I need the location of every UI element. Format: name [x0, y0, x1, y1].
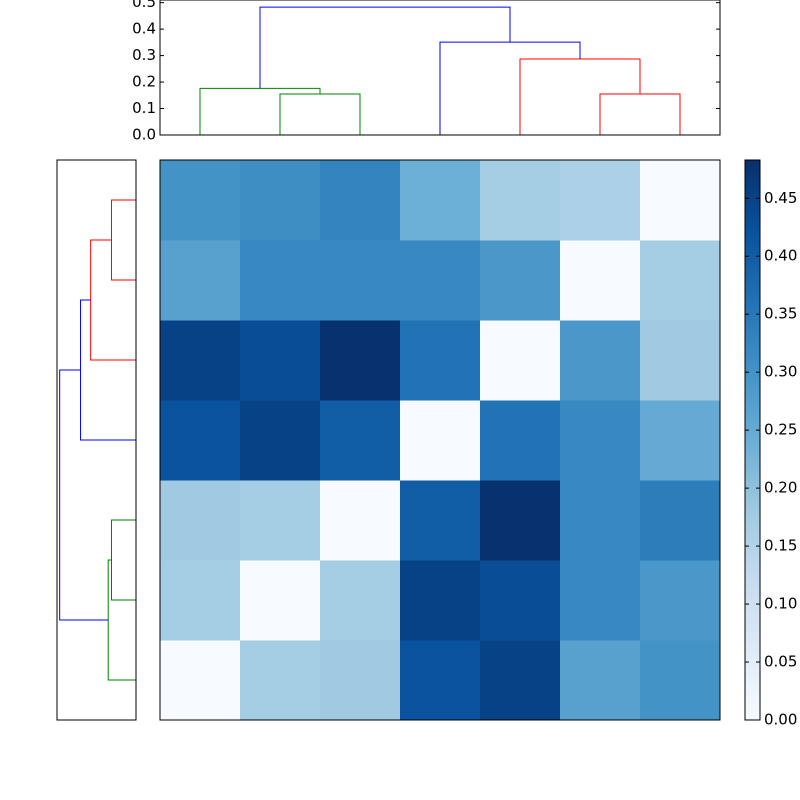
dendrogram-link [279, 93, 361, 135]
side-dendrogram-link [111, 199, 136, 281]
side-dendrogram-link [107, 559, 136, 681]
colorbar [744, 159, 761, 721]
heatmap-cell [240, 320, 321, 401]
heatmap-cell [160, 240, 241, 321]
heatmap-cell [160, 160, 241, 241]
y-tick-label: 0.5 [132, 0, 156, 11]
side-dendrogram-frame [56, 159, 137, 721]
heatmap-cell [640, 560, 721, 641]
heatmap-cell [560, 560, 641, 641]
heatmap-cell [320, 240, 401, 321]
heatmap-cell [640, 640, 721, 721]
heatmap-cell [320, 480, 401, 561]
heatmap-cell [400, 400, 481, 481]
heatmap-cell [240, 400, 321, 481]
heatmap-cell [400, 640, 481, 721]
y-tick-label: 0.0 [132, 126, 156, 144]
heatmap-cell [400, 160, 481, 241]
heatmap-cell [400, 560, 481, 641]
heatmap-cell [160, 480, 241, 561]
side-dendrogram-link [80, 299, 136, 441]
heatmap-cell [320, 640, 401, 721]
heatmap-cell [640, 320, 721, 401]
heatmap-cell [240, 240, 321, 321]
heatmap-cell [480, 640, 561, 721]
y-tick-label: 0.4 [132, 20, 156, 38]
heatmap-cell [640, 240, 721, 321]
heatmap-cell [240, 640, 321, 721]
heatmap-cell [640, 480, 721, 561]
heatmap-cell [240, 480, 321, 561]
heatmap-cell [160, 640, 241, 721]
heatmap-cell [160, 320, 241, 401]
colorbar-tick-label: 0.20 [764, 479, 797, 497]
heatmap-cell [160, 400, 241, 481]
dendrogram-link [439, 41, 581, 135]
heatmap-cell [400, 240, 481, 321]
heatmap-cell [640, 160, 721, 241]
dendrogram-link [199, 87, 321, 135]
heatmap-cell [320, 320, 401, 401]
heatmap-cell [480, 480, 561, 561]
heatmap-cell [240, 560, 321, 641]
dendrogram-link [519, 58, 641, 135]
heatmap-frame [159, 159, 721, 721]
colorbar-tick-label: 0.10 [764, 595, 797, 613]
heatmap-cell [560, 640, 641, 721]
dendrogram-link [599, 93, 681, 135]
top-dendrogram-frame [159, 0, 721, 136]
colorbar-tick-label: 0.00 [764, 711, 797, 729]
colorbar-tick-label: 0.30 [764, 363, 797, 381]
heatmap-cell [480, 160, 561, 241]
heatmap-cell [560, 400, 641, 481]
heatmap-cell [480, 400, 561, 481]
colorbar-tick-label: 0.25 [764, 421, 797, 439]
colorbar-tick-label: 0.40 [764, 247, 797, 265]
heatmap-cell [320, 160, 401, 241]
heatmap-cell [480, 240, 561, 321]
y-tick-label: 0.2 [132, 73, 156, 91]
side-dendrogram-link [59, 369, 109, 621]
colorbar-tick-label: 0.05 [764, 653, 797, 671]
heatmap-cell [560, 160, 641, 241]
heatmap-cell [560, 320, 641, 401]
heatmap-cell [560, 240, 641, 321]
heatmap-cell [560, 480, 641, 561]
y-tick-label: 0.1 [132, 99, 156, 117]
y-tick-label: 0.3 [132, 46, 156, 64]
colorbar-tick-label: 0.15 [764, 537, 797, 555]
heatmap-cell [400, 480, 481, 561]
heatmap-cell [320, 400, 401, 481]
colorbar-tick-label: 0.35 [764, 305, 797, 323]
heatmap-cell [320, 560, 401, 641]
heatmap-cell [480, 320, 561, 401]
heatmap-cell [480, 560, 561, 641]
heatmap-cell [400, 320, 481, 401]
heatmap-cell [160, 560, 241, 641]
colorbar-tick-label: 0.45 [764, 189, 797, 207]
heatmap-cell [640, 400, 721, 481]
heatmap-cell [240, 160, 321, 241]
side-dendrogram-link [90, 239, 136, 361]
dendrogram-link [259, 6, 511, 89]
side-dendrogram-link [111, 519, 136, 601]
